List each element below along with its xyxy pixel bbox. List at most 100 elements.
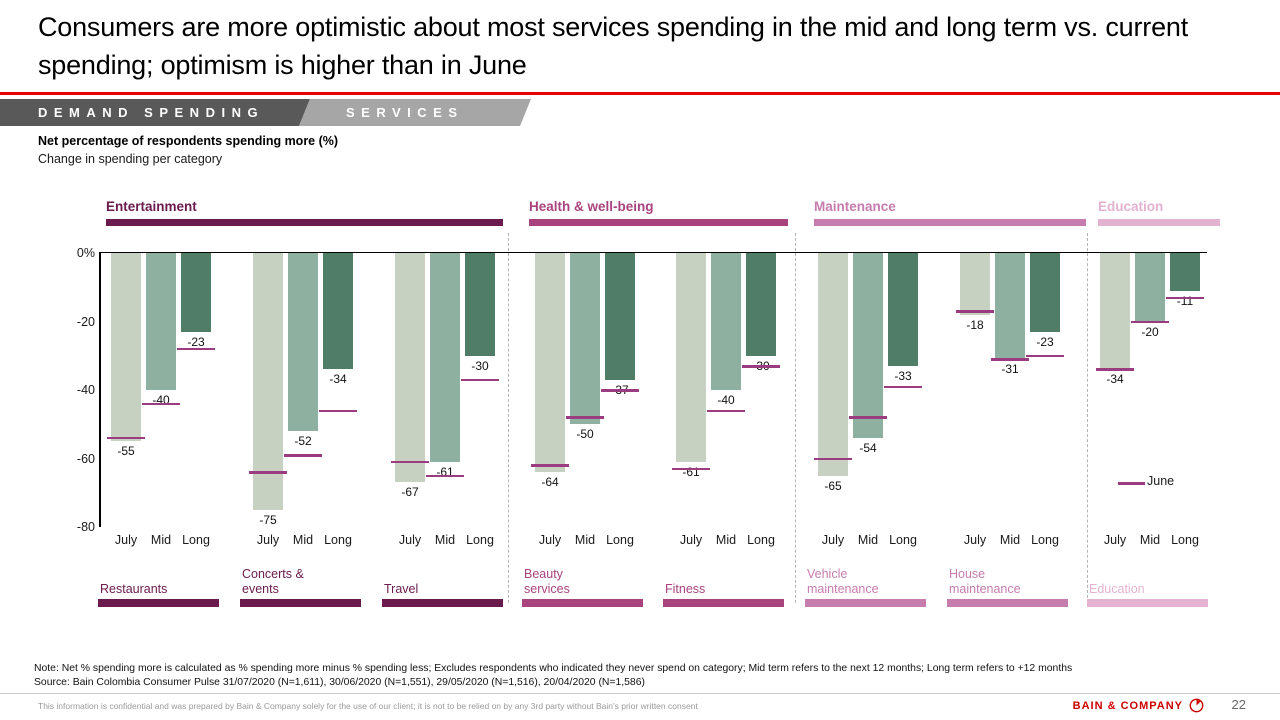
page-title: Consumers are more optimistic about most… (38, 12, 1189, 80)
bain-logo-text: BAIN & COMPANY (1072, 699, 1183, 712)
chart-subtitle: Change in spending per category (38, 152, 223, 166)
bar-mid (430, 253, 460, 462)
group-label-bar (1087, 599, 1208, 607)
bar-long (181, 253, 211, 332)
june-marker (249, 471, 287, 474)
june-marker (884, 385, 922, 389)
june-marker (566, 416, 604, 419)
tab-services[interactable]: SERVICES (299, 99, 531, 126)
x-tick-label: Mid (574, 533, 596, 547)
group-label: Concerts & events (242, 567, 304, 596)
x-tick-label: July (256, 533, 280, 547)
bar-long (465, 253, 495, 356)
footer-divider (0, 693, 1280, 694)
bar-long (746, 253, 776, 356)
bain-logo: BAIN & COMPANY (1073, 698, 1204, 713)
june-marker (672, 467, 710, 471)
june-marker (461, 378, 499, 382)
group-label-bar (663, 599, 784, 607)
value-label: -18 (966, 317, 984, 332)
group-label: Travel (384, 582, 419, 596)
x-tick-label: Mid (1139, 533, 1161, 547)
x-tick-label: Long (747, 533, 775, 547)
bar-mid (1135, 253, 1165, 322)
section-header: Entertainment (106, 199, 197, 214)
june-marker (742, 365, 780, 368)
bar-long (605, 253, 635, 380)
value-label: -34 (329, 372, 347, 387)
bar-long (1030, 253, 1060, 332)
group-label: House maintenance (949, 567, 1021, 596)
x-tick-label: Mid (434, 533, 456, 547)
value-label: -64 (541, 475, 559, 490)
group-label: Fitness (665, 582, 706, 596)
group-label-bar (947, 599, 1068, 607)
y-tick-label: 0% (76, 246, 95, 260)
value-label: -30 (471, 358, 489, 373)
bar-mid (570, 253, 600, 425)
group-label: Vehicle maintenance (807, 567, 879, 596)
tab-services-label: SERVICES (346, 105, 464, 120)
bar-july (818, 253, 848, 476)
bar-july (960, 253, 990, 315)
group-label: Restaurants (100, 582, 168, 596)
bar-july (676, 253, 706, 462)
bar-long (1170, 253, 1200, 291)
bar-long (323, 253, 353, 370)
value-label: -65 (824, 478, 842, 493)
legend-june-label: June (1147, 474, 1175, 488)
section-header-bar (529, 219, 788, 226)
x-tick-label: Mid (715, 533, 737, 547)
tab-demand-spending-label: DEMAND SPENDING (38, 105, 265, 120)
x-baseline (100, 251, 1207, 253)
june-marker (1166, 296, 1204, 300)
footer-disclaimer: This information is confidential and was… (38, 701, 698, 711)
bain-logo-icon (1189, 698, 1204, 713)
june-marker (991, 358, 1029, 361)
group-label-bar (98, 599, 219, 607)
value-label: -50 (576, 427, 594, 442)
section-header-bar (1098, 219, 1220, 226)
bar-july (111, 253, 141, 442)
x-tick-label: Long (182, 533, 210, 547)
section-divider (1087, 233, 1088, 603)
june-marker (107, 436, 145, 440)
june-marker (601, 389, 639, 392)
value-label: -55 (117, 444, 135, 459)
june-marker (707, 409, 745, 413)
x-tick-label: July (679, 533, 703, 547)
note-text: Note: Net % spending more is calculated … (34, 663, 1073, 674)
x-tick-label: Mid (150, 533, 172, 547)
june-marker (391, 460, 429, 464)
bar-mid (146, 253, 176, 390)
june-marker (177, 347, 215, 351)
june-marker (284, 454, 322, 457)
source-text: Source: Bain Colombia Consumer Pulse 31/… (34, 677, 645, 688)
june-marker (531, 464, 569, 467)
value-label: -31 (1001, 362, 1019, 377)
x-tick-label: Long (606, 533, 634, 547)
bar-mid (288, 253, 318, 432)
bar-mid (995, 253, 1025, 360)
section-header: Education (1098, 199, 1164, 214)
x-tick-label: July (114, 533, 138, 547)
bar-july (1100, 253, 1130, 370)
tab-demand-spending[interactable]: DEMAND SPENDING (0, 99, 310, 126)
bar-july (535, 253, 565, 473)
bar-mid (853, 253, 883, 438)
section-header-bar (106, 219, 503, 226)
y-tick-label: -60 (76, 451, 95, 466)
june-marker (142, 402, 180, 406)
section-divider (508, 233, 509, 603)
page-number: 22 (1231, 697, 1246, 712)
x-tick-label: Mid (857, 533, 879, 547)
value-label: -34 (1106, 372, 1124, 387)
june-marker (814, 457, 852, 460)
bar-mid (711, 253, 741, 390)
bar-long (888, 253, 918, 367)
x-tick-label: July (963, 533, 987, 547)
y-tick-label: -20 (76, 314, 95, 329)
y-tick-label: -80 (76, 520, 95, 534)
